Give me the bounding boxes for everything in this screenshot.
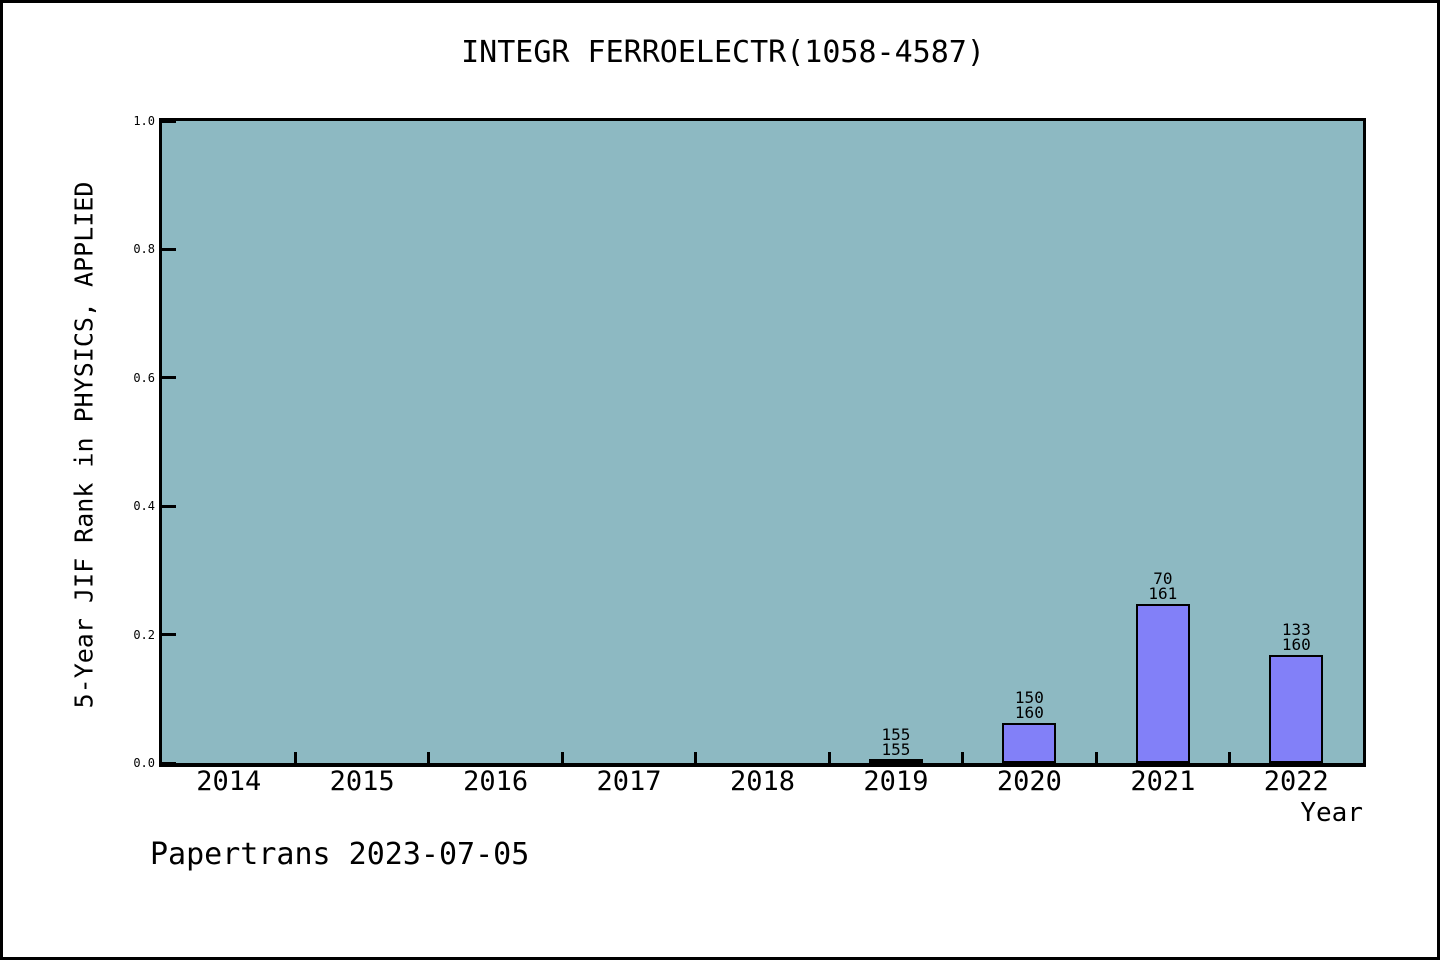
x-axis-label: Year — [1300, 798, 1363, 828]
y-tick-label: 0.4 — [133, 499, 155, 514]
plot-spine-right — [1363, 118, 1366, 767]
x-tick-label: 2016 — [463, 766, 529, 797]
bar-total-value: 160 — [1014, 703, 1044, 722]
y-tick-label: 0.2 — [133, 627, 155, 642]
y-tick — [162, 119, 176, 123]
x-tick-label: 2022 — [1263, 766, 1329, 797]
bar-rank-value: 150 — [1014, 688, 1044, 707]
x-minor-tick — [293, 752, 297, 763]
y-tick — [162, 504, 176, 508]
y-axis-spine — [159, 118, 162, 767]
bar — [1002, 723, 1057, 763]
bar-value-label: 150 160 — [1014, 688, 1044, 722]
x-minor-tick — [427, 752, 431, 763]
x-tick-label: 2014 — [196, 766, 262, 797]
y-tick-label: 0.0 — [133, 756, 155, 770]
plot-area: 155 155 150 160 70 161 133 160 — [159, 118, 1366, 767]
y-tick — [162, 247, 176, 251]
footer-watermark: Papertrans 2023-07-05 — [150, 837, 530, 872]
x-minor-tick — [1094, 752, 1098, 763]
bar-total-value: 160 — [1281, 635, 1311, 654]
bar-rank-value: 133 — [1281, 620, 1311, 639]
x-axis-spine — [159, 763, 1366, 767]
y-tick — [162, 633, 176, 637]
x-minor-tick — [694, 752, 698, 763]
x-minor-tick — [961, 752, 965, 763]
bar-rank-value: 155 — [881, 725, 911, 744]
bar — [1135, 604, 1190, 763]
x-tick-label: 2015 — [329, 766, 395, 797]
x-tick-label: 2021 — [1130, 766, 1196, 797]
bar-rank-value: 70 — [1153, 569, 1173, 588]
x-tick-label: 2017 — [596, 766, 662, 797]
bar-value-label: 155 155 — [881, 725, 911, 759]
x-minor-tick — [827, 752, 831, 763]
y-tick-label: 0.8 — [133, 242, 155, 257]
bar-total-value: 155 — [881, 740, 911, 759]
bar-total-value: 161 — [1148, 584, 1178, 603]
y-tick — [162, 376, 176, 380]
x-minor-tick — [560, 752, 564, 763]
bar-value-label: 70 161 — [1148, 569, 1178, 603]
y-tick-label: 0.6 — [133, 370, 155, 385]
y-tick-label: 1.0 — [133, 114, 155, 128]
bar — [1269, 655, 1324, 763]
chart-title: INTEGR FERROELECTR(1058-4587) — [461, 35, 985, 70]
x-minor-tick — [1228, 752, 1232, 763]
bar — [868, 759, 923, 763]
x-tick-label: 2019 — [863, 766, 929, 797]
x-tick-label: 2020 — [996, 766, 1062, 797]
plot-spine-top — [159, 118, 1366, 121]
x-tick-label: 2018 — [729, 766, 796, 797]
bar-value-label: 133 160 — [1281, 620, 1311, 654]
